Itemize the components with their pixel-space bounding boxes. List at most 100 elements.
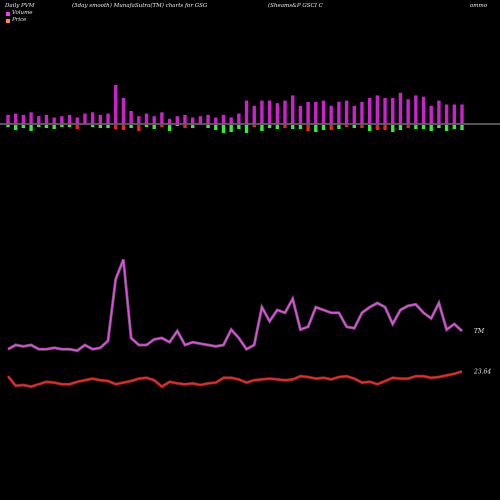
volume-bar-up <box>214 117 218 124</box>
volume-bar-down <box>414 125 418 129</box>
chart-subtitle: (Sheams&P GSCI C <box>268 3 323 9</box>
volume-bar-down <box>37 125 41 127</box>
volume-bar-up <box>106 113 110 124</box>
volume-bar-up <box>129 111 133 124</box>
volume-bar-down <box>291 125 295 129</box>
volume-bar-down <box>437 125 441 128</box>
volume-bar-up <box>306 101 310 124</box>
volume-bar-up <box>6 114 10 124</box>
volume-bar-up <box>60 116 64 124</box>
volume-bar-down <box>329 125 333 130</box>
volume-bar-down <box>360 125 364 128</box>
volume-bar-up <box>75 117 79 124</box>
volume-bar-up <box>206 114 210 124</box>
volume-bar-up <box>44 114 49 124</box>
volume-bar-down <box>275 125 280 129</box>
volume-bar-down <box>337 125 341 129</box>
volume-bar-up <box>190 117 195 124</box>
volume-bar-down <box>283 125 287 128</box>
volume-bar-up <box>460 104 464 124</box>
volume-bar-down <box>237 125 241 129</box>
volume-bar-up <box>13 113 18 124</box>
volume-bar-down <box>375 125 380 130</box>
legend-price-label: Price <box>12 17 27 23</box>
volume-bar-down <box>214 125 218 130</box>
volume-bar-up <box>437 100 441 124</box>
volume-bar-up <box>452 104 457 124</box>
legend-volume: Volume <box>6 10 33 17</box>
volume-bar-down <box>129 125 133 128</box>
volume-bar-down <box>52 125 56 129</box>
volume-bar-down <box>114 125 118 129</box>
volume-bar-up <box>144 113 149 124</box>
volume-bar-down <box>98 125 103 128</box>
volume-bar-up <box>183 114 187 124</box>
volume-bar-down <box>452 125 457 129</box>
volume-bar-down <box>29 125 33 131</box>
volume-bar-up <box>121 98 126 124</box>
volume-bar-down <box>21 125 26 128</box>
volume-bar-up <box>406 99 410 124</box>
volume-bar-up <box>237 113 241 124</box>
volume-bar-up <box>90 112 95 124</box>
volume-bar-down <box>314 125 318 132</box>
volume-line-glow <box>7 259 464 353</box>
volume-bar-up <box>391 98 395 124</box>
volume-bar-down <box>106 125 110 128</box>
volume-bar-up <box>421 96 426 124</box>
chart-left-title: Daily PVM <box>5 3 35 9</box>
volume-bar-up <box>252 105 256 124</box>
volume-bar-down <box>267 125 272 128</box>
volume-bar-up <box>137 116 141 124</box>
price-line <box>7 370 463 388</box>
volume-bar-up <box>244 100 249 124</box>
volume-bar-down <box>321 125 326 130</box>
legend-price-swatch <box>6 18 10 23</box>
volume-bar-up <box>260 100 264 124</box>
volume-bar-down <box>391 125 395 132</box>
volume-bar-up <box>21 114 26 124</box>
volume-bar-down <box>221 125 226 133</box>
volume-bar-up <box>414 95 418 124</box>
volume-bar-up <box>29 112 33 124</box>
volume-bar-down <box>160 125 164 127</box>
volume-bar-up <box>114 85 118 124</box>
price-end-label: 23.64 <box>473 368 491 375</box>
volume-bar-up <box>360 101 364 124</box>
volume-bar-down <box>144 125 149 127</box>
volume-bar-down <box>175 125 179 126</box>
chart-subtitle-cont: ommo <box>470 3 488 9</box>
volume-bar-down <box>90 125 95 127</box>
volume-bar-down <box>67 125 72 127</box>
volume-bar-up <box>267 100 272 124</box>
volume-bar-up <box>444 104 449 124</box>
volume-bar-down <box>352 125 356 128</box>
volume-bar-up <box>329 105 333 124</box>
volume-bar-down <box>306 125 310 131</box>
volume-bars <box>6 85 464 133</box>
volume-bar-up <box>283 100 287 124</box>
volume-bar-up <box>152 116 156 124</box>
volume-bar-down <box>229 125 233 132</box>
volume-bar-up <box>291 95 295 124</box>
volume-bar-up <box>198 116 203 124</box>
volume-bar-down <box>429 125 433 131</box>
volume-bar-down <box>406 125 410 128</box>
volume-line <box>7 259 463 352</box>
volume-bar-up <box>52 117 56 124</box>
volume-bar-up <box>367 98 372 124</box>
chart-title: (5day smooth) MunafaSutra(TM) charts for… <box>72 3 208 9</box>
volume-bar-down <box>60 125 64 127</box>
volume-bar-down <box>152 125 156 129</box>
volume-bar-up <box>175 116 179 124</box>
volume-bar-up <box>352 105 356 124</box>
volume-bar-down <box>421 125 426 129</box>
volume-bar-down <box>13 125 18 130</box>
volume-bar-down <box>383 125 387 130</box>
volume-bar-up <box>321 100 326 124</box>
volume-bar-down <box>460 125 464 130</box>
legend: Volume Price <box>6 10 33 24</box>
volume-bar-down <box>344 125 349 127</box>
volume-bar-up <box>275 103 280 124</box>
